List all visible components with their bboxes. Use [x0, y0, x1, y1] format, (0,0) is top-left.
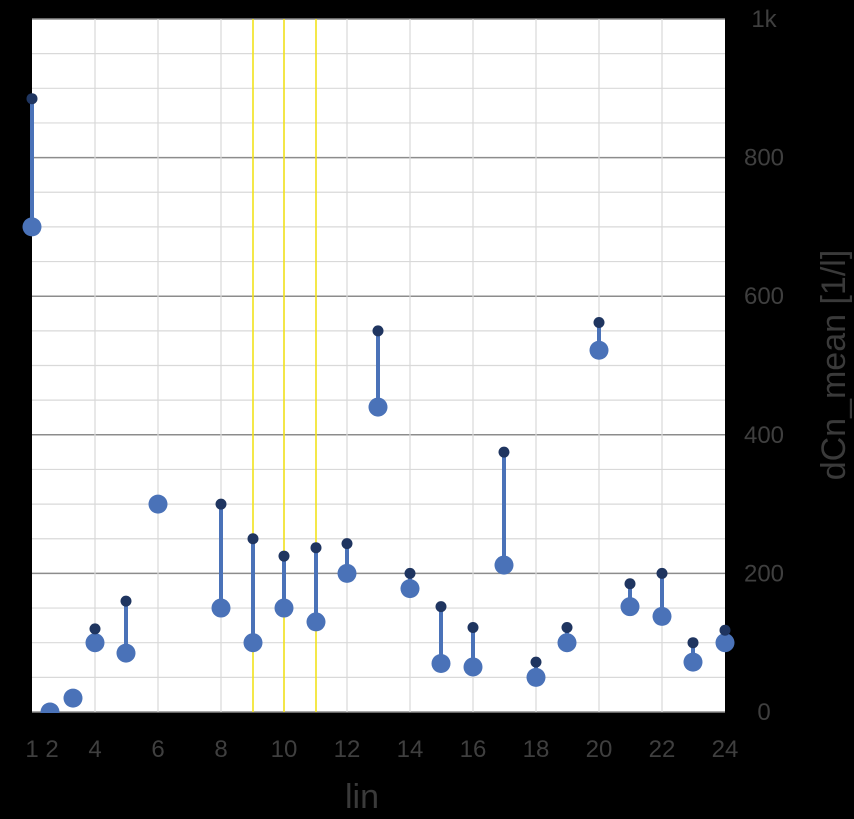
- mean-marker: [715, 633, 735, 653]
- mean-marker: [85, 633, 105, 653]
- mean-marker: [22, 217, 42, 237]
- upper-marker: [341, 538, 353, 550]
- x-tick-label: 18: [523, 736, 550, 763]
- x-axis-ticks: 1 2 4 6 8 10 12 14 16 18 20 22 24: [25, 736, 738, 763]
- x-tick-label: 4: [88, 736, 101, 763]
- x-axis-title: lin: [345, 778, 379, 816]
- upper-marker: [247, 533, 259, 545]
- y-tick-label: 200: [744, 560, 784, 587]
- x-tick-label: 6: [151, 736, 164, 763]
- x-tick-label: 14: [397, 736, 424, 763]
- mean-marker: [557, 633, 577, 653]
- mean-marker: [148, 494, 168, 514]
- mean-marker: [243, 633, 263, 653]
- y-tick-label: 600: [744, 283, 784, 310]
- mean-marker: [306, 612, 326, 632]
- mean-marker: [211, 598, 231, 618]
- y-tick-label: 0: [757, 699, 770, 726]
- mean-marker: [463, 657, 483, 677]
- upper-marker: [89, 623, 101, 635]
- y-axis-title: dCn_mean [1/l]: [815, 250, 853, 481]
- x-tick-label: 2: [45, 736, 58, 763]
- upper-marker: [656, 567, 668, 579]
- mean-marker: [431, 653, 451, 673]
- mean-marker: [526, 667, 546, 687]
- x-tick-label: 16: [460, 736, 487, 763]
- mean-marker: [652, 606, 672, 626]
- upper-markers: [26, 93, 731, 668]
- mean-marker: [274, 598, 294, 618]
- upper-marker: [215, 498, 227, 510]
- upper-marker: [530, 656, 542, 668]
- upper-marker: [372, 325, 384, 337]
- x-tick-label: 10: [271, 736, 298, 763]
- y-axis-ticks: 0 200 400 600 800 1k: [744, 6, 784, 726]
- x-tick-label: 12: [334, 736, 361, 763]
- x-tick-label: 8: [214, 736, 227, 763]
- mean-marker: [589, 340, 609, 360]
- upper-marker: [467, 621, 479, 633]
- upper-marker: [561, 621, 573, 633]
- mean-marker: [620, 597, 640, 617]
- upper-marker: [719, 624, 731, 636]
- mean-marker: [337, 563, 357, 583]
- upper-marker: [687, 637, 699, 649]
- x-tick-label: 22: [649, 736, 676, 763]
- upper-marker: [624, 578, 636, 590]
- x-tick-label: 1: [25, 736, 38, 763]
- upper-marker: [593, 317, 605, 329]
- left-spacer: [0, 0, 32, 819]
- x-tick-label: 20: [586, 736, 613, 763]
- y-tick-label: 1k: [751, 6, 777, 33]
- upper-marker: [498, 446, 510, 458]
- y-tick-label: 800: [744, 145, 784, 172]
- x-tick-label: 24: [712, 736, 739, 763]
- mean-marker: [116, 643, 136, 663]
- upper-marker: [435, 601, 447, 613]
- mean-marker: [368, 397, 388, 417]
- mean-marker: [400, 579, 420, 599]
- upper-marker: [278, 550, 290, 562]
- x-gridlines: [94, 19, 663, 712]
- upper-marker: [404, 567, 416, 579]
- upper-marker: [310, 542, 322, 554]
- y-tick-label: 400: [744, 422, 784, 449]
- mean-marker: [494, 555, 514, 575]
- upper-marker: [26, 93, 38, 105]
- mean-marker: [63, 688, 83, 708]
- bottom-mask: [0, 713, 854, 819]
- mean-marker: [683, 652, 703, 672]
- upper-marker: [120, 595, 132, 607]
